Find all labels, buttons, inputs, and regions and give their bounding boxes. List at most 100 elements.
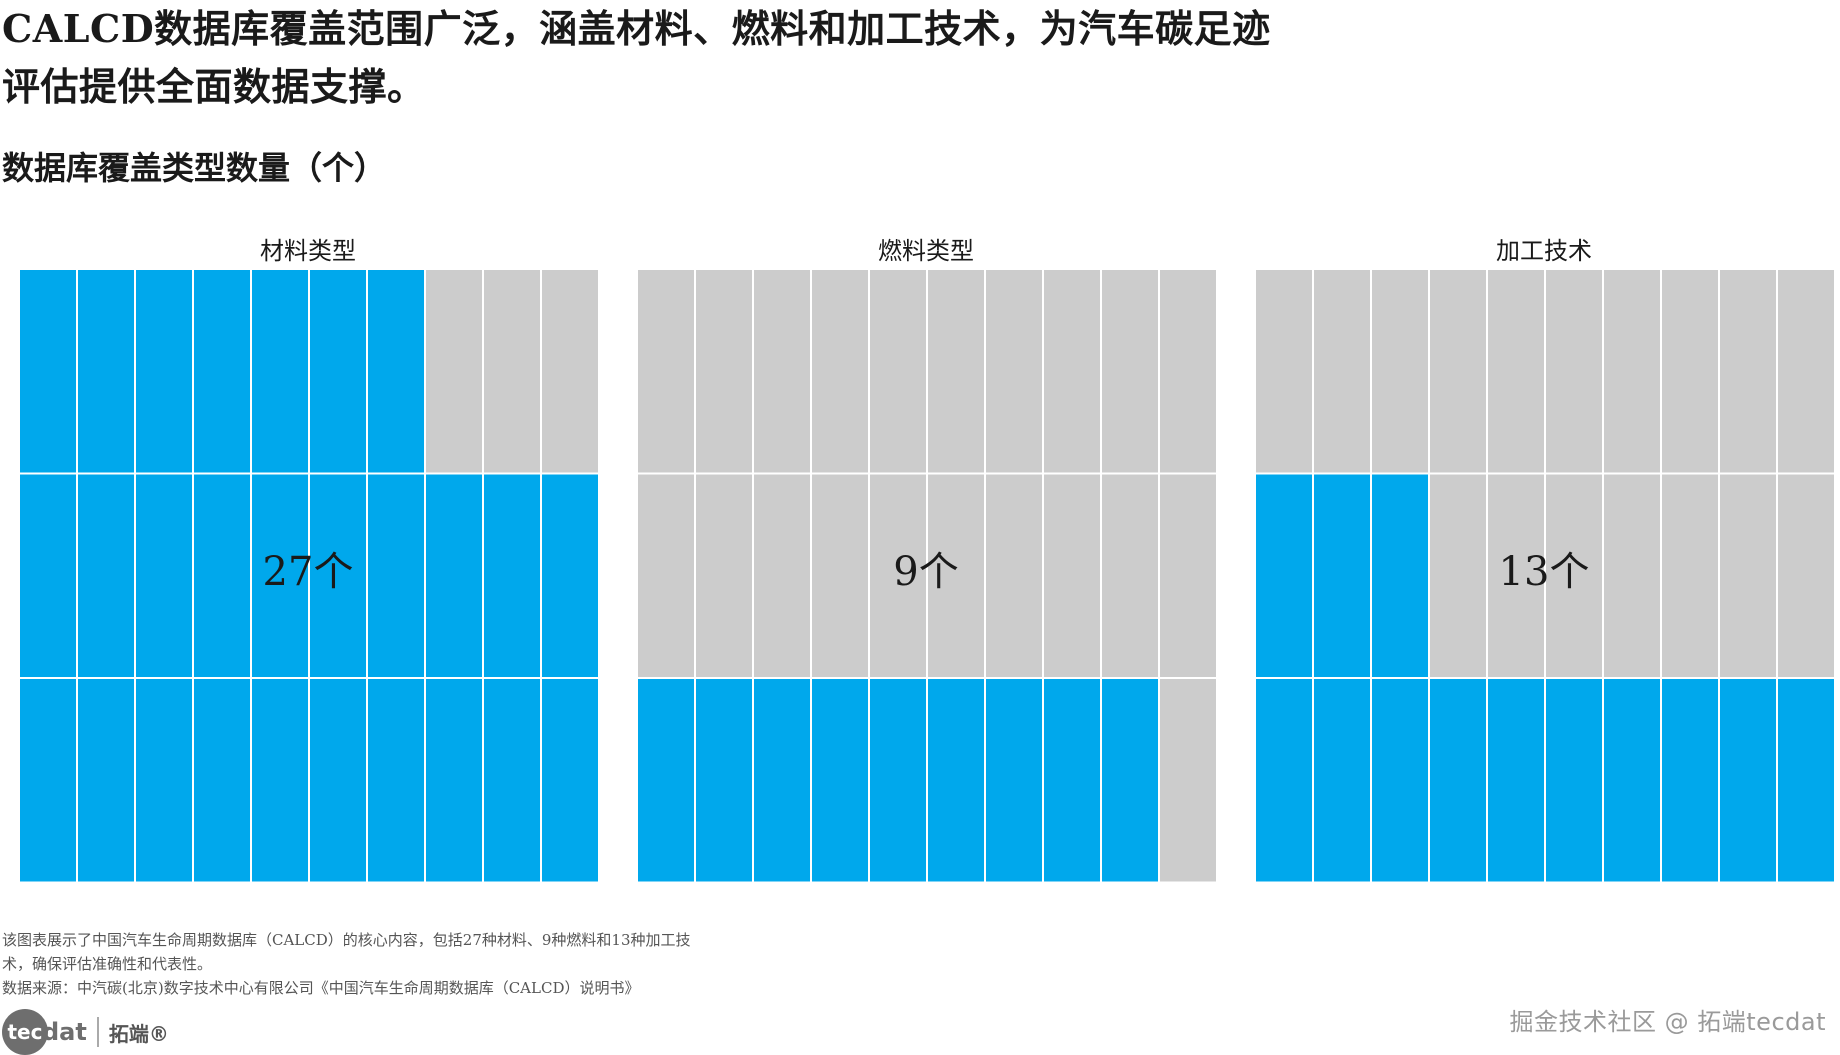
waffle-cell-filled xyxy=(250,268,310,475)
waffle-cell-filled xyxy=(752,677,812,882)
waffle-cell-filled xyxy=(482,677,542,882)
waffle-cell-empty xyxy=(752,268,812,475)
waffle-cell-empty xyxy=(636,268,696,475)
waffle-panel-processing: 加工技术 13个 xyxy=(1254,235,1836,882)
waffle-cell-empty xyxy=(1158,677,1218,882)
waffle-cell-filled xyxy=(810,677,870,882)
tecdat-logo: tec dat 拓端® xyxy=(2,1009,169,1055)
waffle-cell-filled xyxy=(984,677,1044,882)
waffle-cell-empty xyxy=(636,472,696,679)
waffle-cell-filled xyxy=(308,268,368,475)
waffle-cell-empty xyxy=(1776,472,1836,679)
waffle-cell-filled xyxy=(636,677,696,882)
panel-label: 燃料类型 xyxy=(878,237,974,265)
waffle-cell-empty xyxy=(1660,472,1720,679)
waffle-cell-filled xyxy=(1776,677,1836,882)
waffle-cell-filled xyxy=(868,677,928,882)
waffle-cell-empty xyxy=(926,472,986,679)
waffle-cell-empty xyxy=(1602,268,1662,475)
waffle-cell-filled xyxy=(1660,677,1720,882)
waffle-cell-filled xyxy=(424,472,484,679)
waffle-grid xyxy=(636,268,1218,882)
waffle-cell-filled xyxy=(134,677,194,882)
waffle-cell-empty xyxy=(482,268,542,475)
waffle-cell-empty xyxy=(926,268,986,475)
waffle-cell-empty xyxy=(1544,472,1604,679)
waffle-cell-filled xyxy=(192,472,252,679)
waffle-cell-filled xyxy=(1100,677,1160,882)
waffle-cell-empty xyxy=(1312,268,1372,475)
headline: CALCD数据库覆盖范围广泛，涵盖材料、燃料和加工技术，为汽车碳足迹评估提供全面… xyxy=(2,6,1271,109)
watermark: 掘金技术社区 @ 拓端tecdat xyxy=(1509,1008,1826,1036)
waffle-cell-filled xyxy=(926,677,986,882)
footnote: 该图表展示了中国汽车生命周期数据库（CALCD）的核心内容，包括27种材料、9种… xyxy=(2,928,702,1000)
waffle-cell-filled xyxy=(1370,677,1430,882)
waffle-cell-empty xyxy=(1718,472,1778,679)
footnote-description: 该图表展示了中国汽车生命周期数据库（CALCD）的核心内容，包括27种材料、9种… xyxy=(2,931,691,973)
waffle-cell-filled xyxy=(1254,472,1314,679)
logo-word: dat xyxy=(42,1018,87,1046)
waffle-cell-filled xyxy=(18,677,78,882)
waffle-cell-empty xyxy=(1660,268,1720,475)
waffle-cell-filled xyxy=(1486,677,1546,882)
waffle-cell-filled xyxy=(1042,677,1102,882)
waffle-cell-filled xyxy=(76,677,136,882)
waffle-cell-empty xyxy=(694,268,754,475)
waffle-cell-filled xyxy=(308,677,368,882)
logo-chinese: 拓端® xyxy=(108,1021,169,1046)
chart-title: 数据库覆盖类型数量（个） xyxy=(2,149,387,187)
waffle-cell-empty xyxy=(1100,472,1160,679)
waffle-cell-empty xyxy=(752,472,812,679)
waffle-cell-empty xyxy=(1428,472,1488,679)
waffle-cell-empty xyxy=(810,472,870,679)
waffle-cell-empty xyxy=(1100,268,1160,475)
waffle-cell-empty xyxy=(810,268,870,475)
waffle-cell-filled xyxy=(18,472,78,679)
waffle-cell-filled xyxy=(1602,677,1662,882)
waffle-cell-filled xyxy=(250,472,310,679)
waffle-cell-filled xyxy=(540,677,600,882)
waffle-cell-empty xyxy=(694,472,754,679)
waffle-cell-filled xyxy=(694,677,754,882)
waffle-cell-filled xyxy=(134,268,194,475)
waffle-cell-empty xyxy=(984,268,1044,475)
waffle-cell-filled xyxy=(1312,677,1372,882)
waffle-cell-filled xyxy=(366,268,426,475)
waffle-cell-filled xyxy=(1544,677,1604,882)
waffle-cell-filled xyxy=(76,268,136,475)
waffle-cell-filled xyxy=(18,268,78,475)
waffle-grid xyxy=(18,268,600,882)
waffle-cell-empty xyxy=(1042,268,1102,475)
waffle-cell-empty xyxy=(540,268,600,475)
waffle-grid xyxy=(1254,268,1836,882)
waffle-cell-filled xyxy=(366,472,426,679)
waffle-cell-empty xyxy=(1776,268,1836,475)
waffle-cell-empty xyxy=(1486,472,1546,679)
waffle-cell-filled xyxy=(482,472,542,679)
waffle-cell-empty xyxy=(1428,268,1488,475)
waffle-cell-filled xyxy=(1718,677,1778,882)
panel-label: 材料类型 xyxy=(260,237,356,265)
waffle-cell-filled xyxy=(366,677,426,882)
waffle-cell-filled xyxy=(1428,677,1488,882)
waffle-cell-empty xyxy=(1254,268,1314,475)
waffle-cell-empty xyxy=(868,472,928,679)
waffle-cell-empty xyxy=(1370,268,1430,475)
waffle-cell-empty xyxy=(1544,268,1604,475)
waffle-cell-empty xyxy=(1158,472,1218,679)
waffle-cell-filled xyxy=(1254,677,1314,882)
waffle-cell-empty xyxy=(984,472,1044,679)
footnote-source: 数据来源：中汽碳(北京)数字技术中心有限公司《中国汽车生命周期数据库（CALCD… xyxy=(2,979,640,997)
waffle-cell-filled xyxy=(76,472,136,679)
waffle-cell-empty xyxy=(424,268,484,475)
waffle-cell-filled xyxy=(540,472,600,679)
waffle-cell-empty xyxy=(1158,268,1218,475)
waffle-cell-filled xyxy=(134,472,194,679)
waffle-cell-empty xyxy=(1486,268,1546,475)
waffle-cell-filled xyxy=(308,472,368,679)
logo-divider xyxy=(96,1017,99,1047)
waffle-cell-filled xyxy=(424,677,484,882)
waffle-panel-fuels: 燃料类型 9个 xyxy=(636,235,1218,882)
waffle-cell-filled xyxy=(250,677,310,882)
waffle-cell-empty xyxy=(1718,268,1778,475)
